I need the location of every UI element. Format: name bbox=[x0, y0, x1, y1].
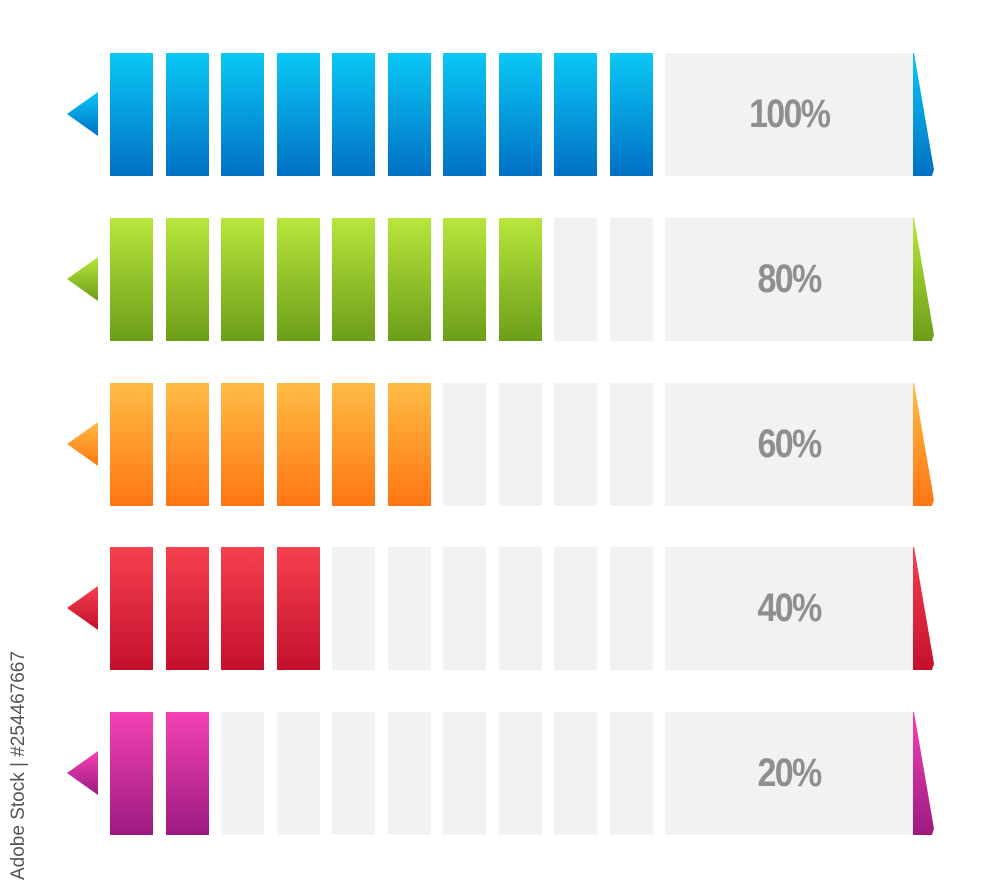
segment-empty bbox=[443, 712, 486, 835]
segment-empty bbox=[221, 712, 264, 835]
segment-filled bbox=[498, 53, 542, 176]
segment-filled bbox=[110, 383, 153, 506]
segment-filled bbox=[221, 218, 264, 341]
label-box: 60% bbox=[665, 383, 913, 506]
segment-filled bbox=[276, 53, 320, 176]
progress-bar-60: 60% bbox=[0, 383, 1000, 506]
segment-empty bbox=[609, 712, 653, 835]
segment-filled bbox=[387, 218, 431, 341]
label-box: 80% bbox=[665, 218, 913, 341]
segment-empty bbox=[443, 383, 486, 506]
segment-filled bbox=[165, 218, 209, 341]
arrow-left-icon bbox=[67, 422, 98, 466]
segment-filled bbox=[165, 383, 209, 506]
segment-empty bbox=[276, 712, 320, 835]
ribbon-fold bbox=[913, 218, 934, 341]
progress-bar-40: 40% bbox=[0, 547, 1000, 670]
segment-filled bbox=[387, 53, 431, 176]
segment-filled bbox=[276, 383, 320, 506]
segment-filled bbox=[332, 383, 375, 506]
segment-filled bbox=[498, 218, 542, 341]
segment-empty bbox=[387, 712, 431, 835]
ribbon-fold bbox=[913, 383, 934, 506]
label-box: 20% bbox=[665, 712, 913, 835]
progress-bar-80: 80% bbox=[0, 218, 1000, 341]
arrow-left-icon bbox=[67, 92, 98, 136]
arrow-left-icon bbox=[67, 586, 98, 630]
segment-filled bbox=[276, 218, 320, 341]
percent-label: 80% bbox=[757, 257, 823, 301]
segment-filled bbox=[110, 547, 153, 670]
segment-filled bbox=[110, 712, 153, 835]
segment-empty bbox=[332, 547, 375, 670]
segment-empty bbox=[387, 547, 431, 670]
segment-filled bbox=[110, 53, 153, 176]
label-box: 100% bbox=[665, 53, 913, 176]
percent-label: 100% bbox=[748, 92, 831, 136]
segment-empty bbox=[498, 547, 542, 670]
segment-filled bbox=[332, 53, 375, 176]
segment-empty bbox=[554, 712, 597, 835]
progress-bar-100: 100% bbox=[0, 53, 1000, 176]
segment-filled bbox=[554, 53, 597, 176]
segment-empty bbox=[554, 383, 597, 506]
ribbon-fold bbox=[913, 712, 934, 835]
segment-filled bbox=[110, 218, 153, 341]
segment-filled bbox=[609, 53, 653, 176]
segment-filled bbox=[221, 547, 264, 670]
segment-filled bbox=[332, 218, 375, 341]
segment-filled bbox=[165, 547, 209, 670]
ribbon-fold bbox=[913, 547, 934, 670]
segment-empty bbox=[332, 712, 375, 835]
segment-filled bbox=[443, 218, 486, 341]
segment-filled bbox=[221, 383, 264, 506]
arrow-left-icon bbox=[67, 257, 98, 301]
arrow-left-icon bbox=[67, 751, 98, 795]
segment-empty bbox=[609, 547, 653, 670]
watermark: Adobe Stock | #254467667 bbox=[8, 651, 29, 880]
segment-empty bbox=[554, 547, 597, 670]
progress-bar-20: 20% bbox=[0, 712, 1000, 835]
percent-label: 60% bbox=[757, 422, 823, 466]
segment-filled bbox=[276, 547, 320, 670]
percent-label: 20% bbox=[757, 751, 823, 795]
segment-empty bbox=[498, 383, 542, 506]
segment-empty bbox=[443, 547, 486, 670]
segment-empty bbox=[609, 383, 653, 506]
segment-filled bbox=[165, 712, 209, 835]
label-box: 40% bbox=[665, 547, 913, 670]
segment-empty bbox=[498, 712, 542, 835]
ribbon-fold bbox=[913, 53, 934, 176]
percent-label: 40% bbox=[757, 586, 823, 630]
segment-filled bbox=[387, 383, 431, 506]
segment-filled bbox=[165, 53, 209, 176]
segment-empty bbox=[609, 218, 653, 341]
segment-filled bbox=[443, 53, 486, 176]
segment-filled bbox=[221, 53, 264, 176]
segment-empty bbox=[554, 218, 597, 341]
